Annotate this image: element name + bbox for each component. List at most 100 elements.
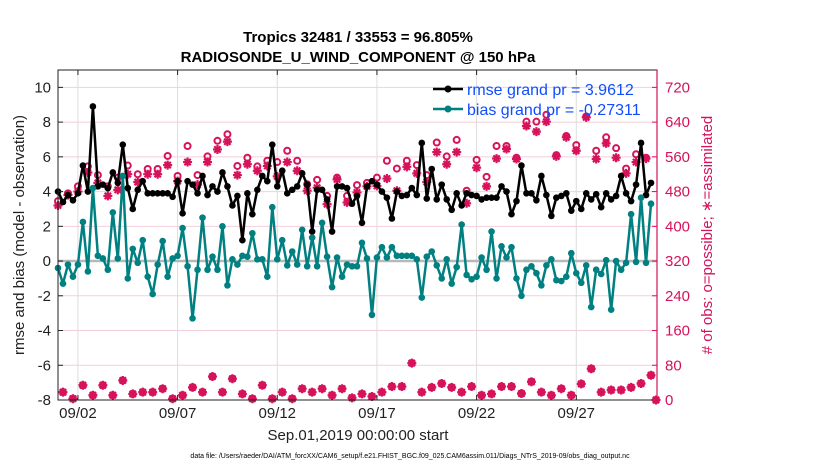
bias-point (124, 275, 132, 282)
rmse-point (612, 192, 620, 200)
possible-obs-marker (183, 141, 192, 150)
x-tick-label: 09/22 (458, 405, 496, 422)
rmse-point (333, 183, 341, 190)
bias-point (533, 269, 540, 277)
rmse-point (543, 191, 550, 199)
y-right-tick-label: 0 (665, 392, 673, 409)
bias-point (179, 224, 186, 232)
rmse-point (597, 203, 605, 211)
rmse-point (418, 139, 426, 147)
assimilated-obs-marker (457, 387, 467, 397)
rmse-point (254, 186, 261, 194)
assimilated-obs-marker (506, 382, 516, 392)
assimilated-obs-marker (646, 370, 656, 380)
plot-marks (53, 103, 661, 405)
y-right-tick-label: 400 (665, 218, 690, 235)
bias-point (209, 253, 216, 261)
rmse-point (622, 190, 630, 197)
rmse-point (478, 196, 485, 203)
rmse-point (179, 209, 186, 217)
assimilated-obs-marker (217, 387, 227, 397)
rmse-point (204, 191, 211, 199)
assimilated-obs-marker (382, 174, 392, 184)
bias-point (159, 237, 166, 245)
rmse-point (538, 172, 545, 180)
y-axis-right-label: # of obs: o=possible; ∗=assimilated (699, 116, 716, 355)
assimilated-obs-marker (397, 382, 407, 392)
y-right-tick-label: 80 (665, 357, 682, 374)
rmse-point (94, 183, 102, 190)
possible-obs-marker (442, 152, 451, 161)
rmse-point (378, 188, 386, 195)
rmse-point (468, 191, 475, 199)
bias-point (363, 255, 371, 262)
bias-point (423, 253, 431, 261)
assimilated-obs-marker (143, 169, 153, 179)
assimilated-obs-marker (232, 170, 242, 180)
rmse-point (358, 219, 366, 227)
assimilated-obs-marker (247, 394, 257, 404)
bias-point (622, 259, 630, 267)
rmse-point (244, 190, 251, 197)
y-tick-label: 8 (43, 114, 51, 131)
assimilated-obs-marker (516, 388, 526, 398)
assimilated-obs-marker (257, 380, 267, 390)
assimilated-obs-marker (58, 387, 68, 397)
bias-point (642, 259, 650, 267)
legend: rmse grand pr = 3.9612 bias grand pr = -… (433, 82, 641, 119)
chart-title-line2: RADIOSONDE_U_WIND_COMPONENT @ 150 hPa (181, 49, 536, 66)
rmse-point (637, 139, 645, 147)
rmse-point (558, 192, 565, 200)
y-tick-label: 4 (43, 184, 51, 201)
bias-point (259, 256, 266, 263)
rmse-point (563, 190, 570, 197)
assimilated-obs-marker (432, 147, 442, 157)
assimilated-obs-marker (118, 375, 128, 385)
rmse-point (413, 191, 421, 199)
bias-point (89, 184, 97, 192)
bias-point (523, 266, 530, 274)
rmse-point (79, 162, 87, 169)
legend-rmse-label: rmse grand pr = 3.9612 (467, 82, 634, 99)
rmse-point (323, 196, 331, 203)
rmse-point (423, 195, 431, 202)
assimilated-obs-marker (203, 157, 213, 167)
x-tick-label: 09/07 (159, 405, 197, 422)
assimilated-obs-marker (417, 387, 427, 397)
y-tick-label: 6 (43, 149, 51, 166)
assimilated-obs-marker (412, 168, 422, 178)
possible-obs-marker (283, 146, 292, 155)
possible-obs-marker (223, 130, 232, 139)
bias-point (612, 257, 620, 265)
bias-point (119, 172, 127, 180)
bias-point (473, 273, 480, 280)
assimilated-obs-marker (307, 387, 317, 397)
rmse-point (453, 190, 460, 197)
assimilated-obs-marker (477, 390, 487, 400)
rmse-point (408, 184, 416, 192)
bias-point (109, 209, 117, 216)
rmse-point (114, 179, 122, 187)
rmse-point (503, 188, 510, 195)
rmse-point (124, 184, 132, 192)
assimilated-obs-marker (586, 364, 596, 374)
assimilated-obs-marker (472, 163, 482, 173)
possible-obs-marker (213, 136, 222, 145)
bias-point (283, 262, 291, 269)
assimilated-obs-marker (242, 159, 252, 169)
bias-point (577, 279, 585, 287)
rmse-point (393, 188, 401, 195)
rmse-point (363, 183, 371, 190)
bias-point (632, 258, 640, 266)
assimilated-obs-marker (631, 157, 641, 167)
legend-rmse-marker (444, 85, 452, 93)
bias-point (298, 226, 306, 234)
rmse-point (264, 177, 271, 185)
chart-title-line1: Tropics 32481 / 33553 = 96.805% (243, 29, 473, 46)
assimilated-obs-marker (422, 177, 432, 187)
rmse-point (403, 191, 411, 199)
bias-point (204, 266, 211, 274)
rmse-point (448, 206, 455, 214)
assimilated-obs-marker (452, 147, 462, 157)
assimilated-obs-marker (337, 384, 347, 394)
